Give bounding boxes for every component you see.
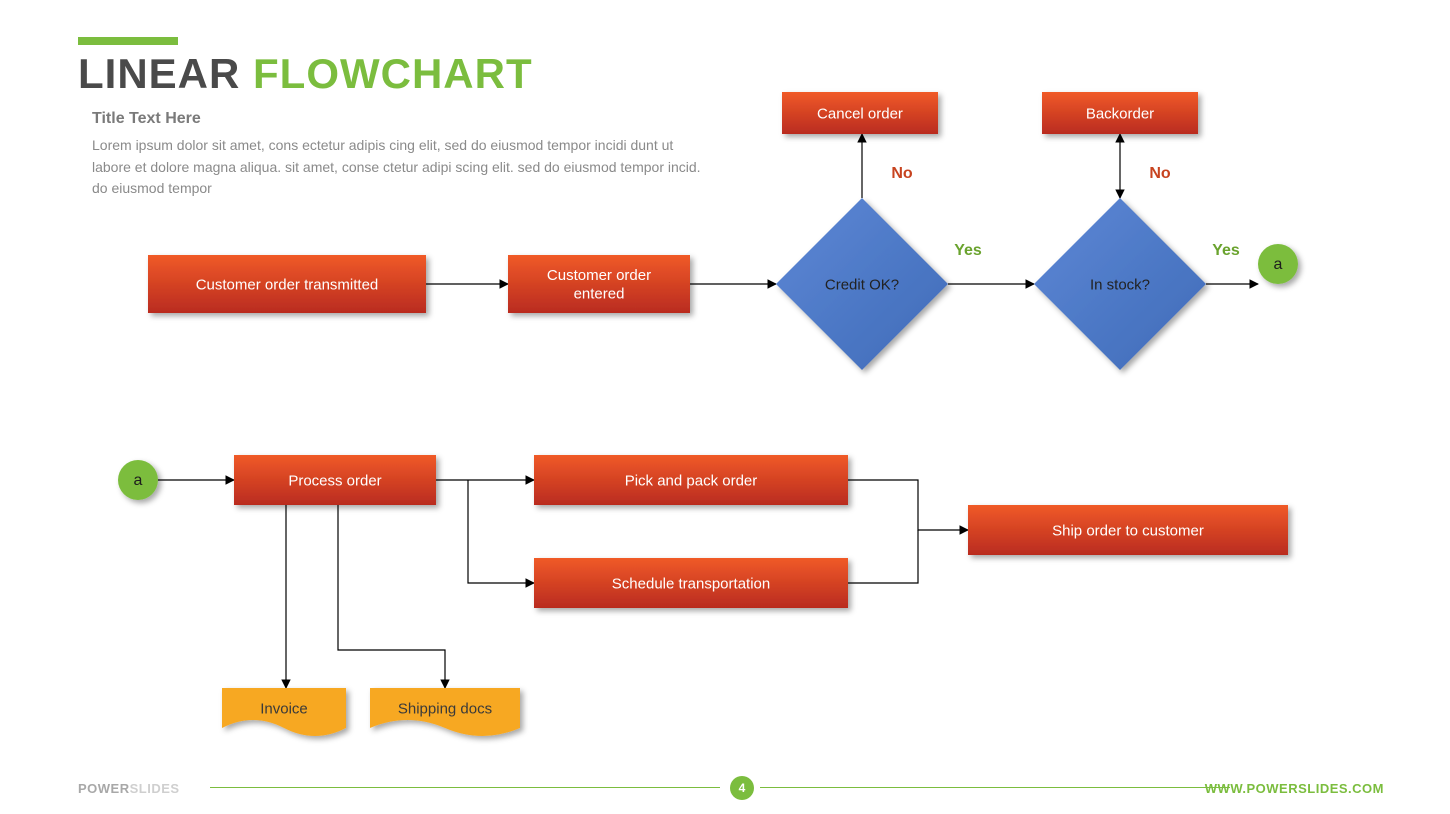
svg-text:Schedule transportation: Schedule transportation xyxy=(612,575,770,592)
svg-text:Ship order to customer: Ship order to customer xyxy=(1052,522,1204,539)
svg-text:No: No xyxy=(1149,165,1171,182)
footer-brand: POWERSLIDES xyxy=(78,781,180,796)
svg-text:a: a xyxy=(1274,256,1283,273)
footer-url: WWW.POWERSLIDES.COM xyxy=(1205,781,1384,796)
svg-text:In stock?: In stock? xyxy=(1090,276,1150,293)
footer-line-left xyxy=(210,787,720,788)
svg-text:Backorder: Backorder xyxy=(1086,105,1154,122)
svg-text:Yes: Yes xyxy=(954,242,982,259)
footer: POWERSLIDES 4 WWW.POWERSLIDES.COM xyxy=(0,766,1450,796)
svg-text:Credit OK?: Credit OK? xyxy=(825,276,899,293)
page-number: 4 xyxy=(730,776,754,800)
svg-text:Customer order transmitted: Customer order transmitted xyxy=(196,276,379,293)
svg-text:Yes: Yes xyxy=(1212,242,1240,259)
svg-text:Pick and pack order: Pick and pack order xyxy=(625,472,758,489)
svg-text:Shipping docs: Shipping docs xyxy=(398,700,492,717)
svg-text:a: a xyxy=(134,472,143,489)
svg-text:Process order: Process order xyxy=(288,472,381,489)
footer-brand-2: SLIDES xyxy=(130,781,180,796)
svg-text:No: No xyxy=(891,165,913,182)
svg-text:Invoice: Invoice xyxy=(260,700,308,717)
footer-brand-1: POWER xyxy=(78,781,130,796)
flowchart-canvas: Yes Yes No No Customer order transmitted Cust… xyxy=(0,0,1450,814)
footer-line-right xyxy=(760,787,1230,788)
svg-text:entered: entered xyxy=(574,286,625,303)
svg-text:Customer order: Customer order xyxy=(547,267,651,284)
svg-text:Cancel order: Cancel order xyxy=(817,105,903,122)
